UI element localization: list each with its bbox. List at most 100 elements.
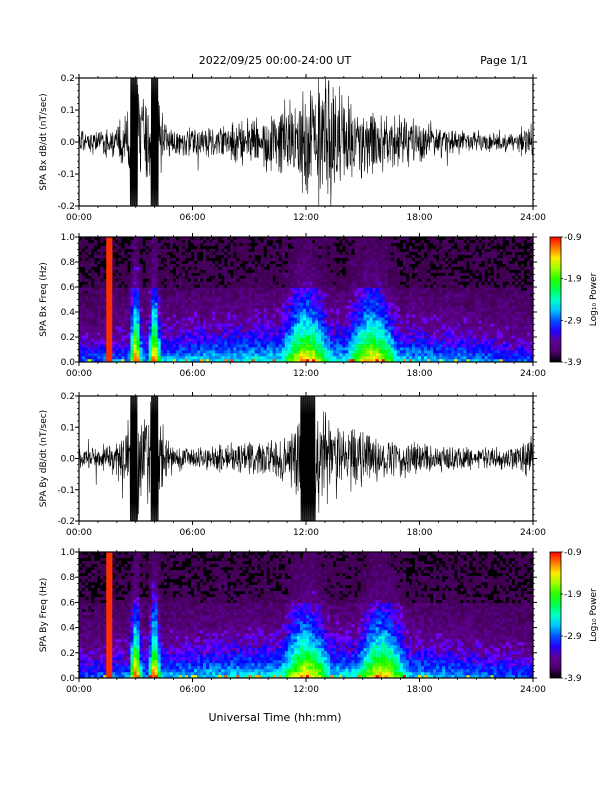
spectrogram-cell (209, 284, 213, 288)
spectrogram-cell (145, 335, 149, 339)
spectrogram-cell (457, 275, 461, 279)
spectrogram-cell (421, 278, 425, 282)
spectrogram-cell (115, 329, 119, 333)
spectrogram-cell (454, 329, 458, 333)
spectrogram-cell (360, 263, 364, 267)
spectrogram-cell (451, 263, 455, 267)
spectrogram-cell (263, 314, 267, 318)
spectrogram-cell (402, 290, 407, 294)
spectrogram-cell (396, 353, 401, 357)
spectrogram-cell (396, 356, 401, 360)
spectrogram-cell (100, 296, 104, 300)
spectrogram-cell (339, 287, 343, 291)
spectrogram-cell (175, 290, 180, 294)
spectrogram-cell (109, 326, 113, 330)
spectrogram-cell (312, 353, 316, 357)
spectrogram-cell (299, 245, 304, 250)
spectrogram-cell (442, 251, 446, 256)
spectrogram-cell (239, 347, 243, 351)
spectrogram-cell (348, 272, 352, 276)
spectrogram-cell (181, 263, 186, 267)
spectrogram-cell (124, 335, 128, 339)
spectrogram-cell (133, 266, 137, 270)
spectrogram-cell (336, 305, 340, 309)
spectrogram-cell (85, 293, 89, 297)
spectrogram-cell (133, 359, 137, 363)
spectrogram-cell (396, 347, 401, 351)
spectrogram-cell (175, 305, 180, 309)
spectrogram-cell (160, 296, 164, 300)
spectrogram-cell (187, 356, 192, 360)
spectrogram-cell (408, 350, 413, 354)
spectrogram-cell (184, 338, 189, 342)
spectrogram-cell (100, 314, 104, 318)
spectrogram-cell (275, 311, 279, 315)
spectrogram-cell (139, 293, 143, 297)
spectrogram-cell (330, 278, 334, 282)
spectrogram-cell (324, 317, 328, 321)
spectrogram-cell (263, 272, 267, 276)
spectrogram-cell (269, 302, 273, 306)
spectrogram-cell (457, 356, 461, 360)
spectrogram-cell (330, 341, 334, 345)
spectrogram-cell (148, 293, 152, 297)
spectrogram-cell (200, 290, 204, 294)
spectrogram-cell (124, 242, 128, 247)
spectrogram-cell (218, 269, 222, 273)
spectrogram-cell (115, 275, 119, 279)
spectrogram-cell (342, 347, 346, 351)
spectrogram-cell (136, 347, 140, 351)
spectrogram-cell (206, 275, 210, 279)
spectrogram-cell (336, 359, 340, 363)
spectrogram-cell (348, 296, 352, 300)
spectrogram-cell (287, 266, 292, 270)
spectrogram-cell (148, 326, 152, 330)
spectrogram-cell (384, 305, 388, 309)
spectrogram-cell (463, 314, 467, 318)
spectrogram-cell (236, 326, 240, 330)
spectrogram-cell (315, 257, 319, 262)
spectrogram-cell (118, 356, 122, 360)
spectrogram-cell (103, 290, 107, 294)
spectrogram-cell (212, 326, 216, 330)
spectrogram-cell (127, 302, 131, 306)
spectrogram-cell (442, 296, 446, 300)
spectrogram-cell (390, 237, 394, 241)
spectrogram-cell (381, 347, 385, 351)
spectrogram-cell (269, 293, 273, 297)
spectrogram-cell (312, 251, 316, 256)
spectrogram-cell (260, 320, 264, 324)
spectrogram-cell (181, 332, 186, 336)
spectrogram-cell (354, 353, 358, 357)
spectrogram-cell (100, 359, 104, 363)
spectrogram-cell (133, 237, 137, 241)
spectrogram-cell (445, 353, 449, 357)
spectrogram-cell (221, 341, 225, 345)
spectrogram-cell (442, 326, 446, 330)
spectrogram-cell (130, 239, 134, 244)
spectrogram-cell (230, 278, 234, 282)
spectrogram-cell (187, 314, 192, 318)
spectrogram-cell (408, 293, 413, 297)
spectrogram-cell (236, 272, 240, 276)
spectrogram-cell (88, 299, 92, 303)
spectrogram-cell (154, 335, 158, 339)
spectrogram-cell (284, 302, 289, 306)
spectrogram-cell (94, 332, 98, 336)
spectrogram-cell (209, 263, 213, 267)
spectrogram-cell (293, 323, 298, 327)
spectrogram-cell (154, 353, 158, 357)
spectrogram-cell (306, 254, 310, 259)
spectrogram-cell (281, 293, 286, 297)
spectrogram-cell (454, 356, 458, 360)
spectrogram-cell (345, 320, 349, 324)
spectrogram-cell (178, 239, 183, 244)
spectrogram-cell (351, 290, 355, 294)
spectrogram-cell (166, 347, 170, 351)
spectrogram-cell (339, 317, 343, 321)
spectrogram-cell (306, 272, 310, 276)
spectrogram-cell (433, 353, 437, 357)
spectrogram-cell (187, 302, 192, 306)
spectrogram-cell (118, 317, 122, 321)
spectrogram-cell (187, 341, 192, 345)
